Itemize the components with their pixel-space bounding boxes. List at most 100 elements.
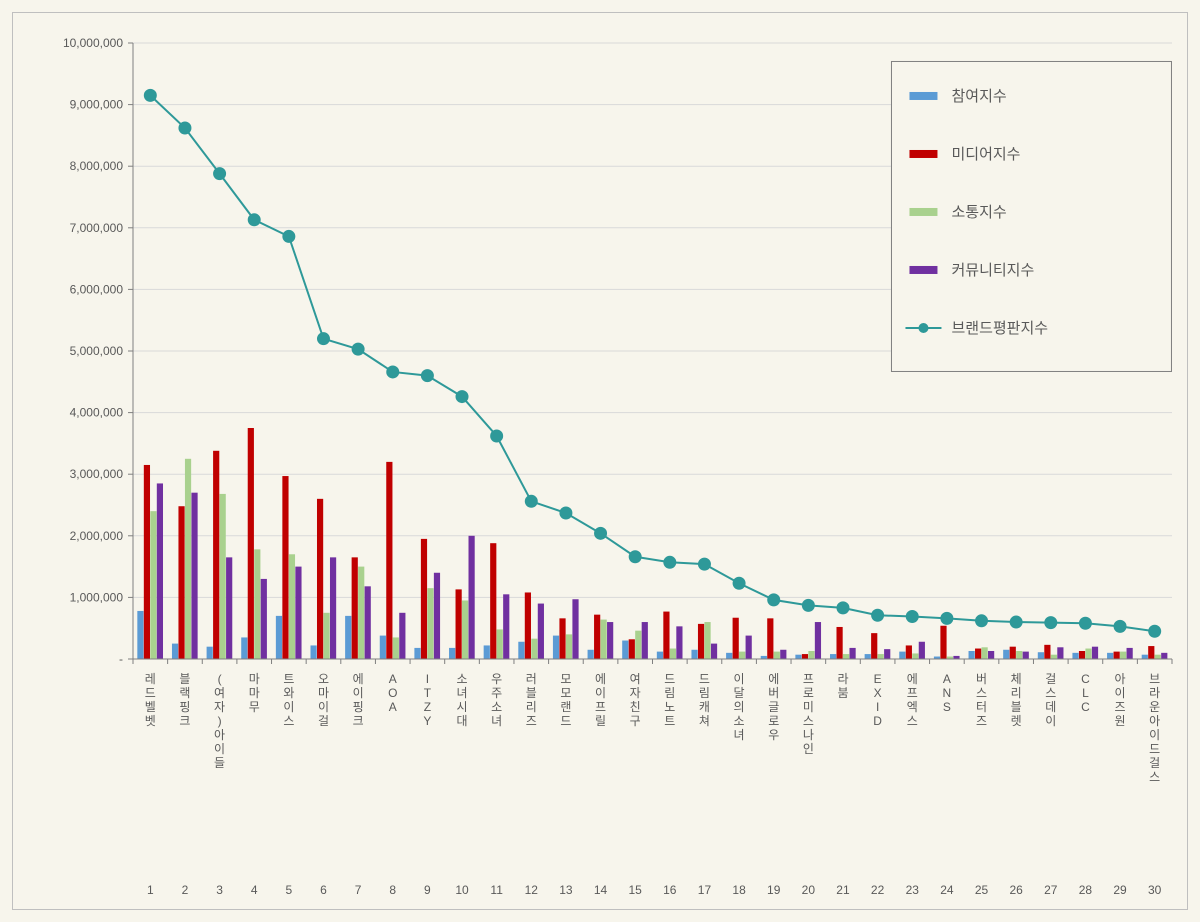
bar-community [226,557,232,659]
bar-community [988,651,994,659]
bar-participation [622,641,628,659]
svg-text:2,000,000: 2,000,000 [70,529,124,543]
bar-media [733,618,739,659]
bar-participation [310,645,316,659]
legend-swatch [909,266,937,274]
bar-communication [358,567,364,659]
x-label: 우주소녀 [491,672,502,728]
bar-communication [808,651,814,659]
marker-brand [283,230,295,242]
bar-communication [601,620,607,659]
marker-brand [1045,617,1057,629]
marker-brand [976,615,988,627]
bar-communication [220,494,226,659]
marker-brand [941,612,953,624]
marker-brand [317,333,329,345]
bar-media [767,618,773,659]
bar-media [490,543,496,659]
bar-community [261,579,267,659]
bar-communication [462,600,468,659]
bar-participation [657,652,663,659]
x-label: 걸스데이 [1045,672,1056,728]
bar-participation [553,636,559,659]
bar-communication [1016,651,1022,659]
x-rank: 25 [975,883,989,897]
svg-text:-: - [119,652,123,666]
x-rank: 22 [871,883,885,897]
x-label: 에프엑스 [907,672,918,728]
chart-container: -1,000,0002,000,0003,000,0004,000,0005,0… [0,0,1200,922]
bar-community [538,604,544,659]
brand-index-chart: -1,000,0002,000,0003,000,0004,000,0005,0… [13,13,1187,909]
x-label: ITZY [423,672,431,728]
x-rank: 1 [147,883,154,897]
marker-brand [560,507,572,519]
legend-label: 참여지수 [951,88,1006,105]
bar-participation [1072,653,1078,659]
x-label: 버스터즈 [976,672,987,728]
bar-media [836,627,842,659]
bar-participation [1142,655,1148,659]
marker-brand [1149,625,1161,637]
marker-brand [491,430,503,442]
x-label: 러블리즈 [526,672,537,728]
x-rank: 30 [1148,883,1162,897]
bar-media [525,592,531,659]
x-label: 블랙핑크 [179,672,190,728]
bar-communication [704,622,710,659]
bar-communication [566,634,572,659]
bar-community [365,586,371,659]
marker-brand [352,343,364,355]
svg-text:4,000,000: 4,000,000 [70,406,124,420]
marker-brand [387,366,399,378]
bar-communication [254,549,260,659]
bar-media [144,465,150,659]
bar-communication [670,649,676,659]
bar-communication [843,654,849,659]
legend-swatch [909,150,937,158]
bar-media [386,462,392,659]
legend-label: 커뮤니티지수 [951,262,1034,279]
x-label: 모모랜드 [560,672,571,728]
marker-brand [768,594,780,606]
bar-media [1044,645,1050,659]
bar-community [1127,648,1133,659]
bar-media [871,633,877,659]
x-rank: 8 [389,883,396,897]
bar-community [607,622,613,659]
bar-participation [1038,652,1044,659]
x-label: 드림노트 [664,672,675,728]
bar-media [1114,652,1120,659]
x-rank: 18 [732,883,746,897]
bar-media [248,428,254,659]
bar-participation [484,645,490,659]
x-rank: 6 [320,883,327,897]
x-rank: 2 [182,883,189,897]
bar-community [884,649,890,659]
x-label: 프로미스나인 [803,672,814,756]
x-rank: 24 [940,883,954,897]
x-rank: 14 [594,883,608,897]
bar-participation [1003,650,1009,659]
bar-community [780,650,786,659]
bar-participation [795,655,801,659]
marker-brand [872,609,884,621]
svg-text:10,000,000: 10,000,000 [63,36,123,50]
svg-text:8,000,000: 8,000,000 [70,159,124,173]
marker-brand [525,495,537,507]
x-rank: 15 [629,883,643,897]
bar-media [663,612,669,659]
x-label: 레드벨벳 [145,672,156,728]
bar-participation [518,642,524,659]
bar-communication [531,639,537,659]
marker-brand [144,89,156,101]
bar-media [940,626,946,659]
bar-community [191,493,197,659]
bar-communication [497,629,503,659]
bar-community [330,557,336,659]
bar-participation [414,648,420,659]
bar-communication [427,588,433,659]
marker-brand [1114,620,1126,632]
marker-brand [664,556,676,568]
bar-communication [878,654,884,659]
